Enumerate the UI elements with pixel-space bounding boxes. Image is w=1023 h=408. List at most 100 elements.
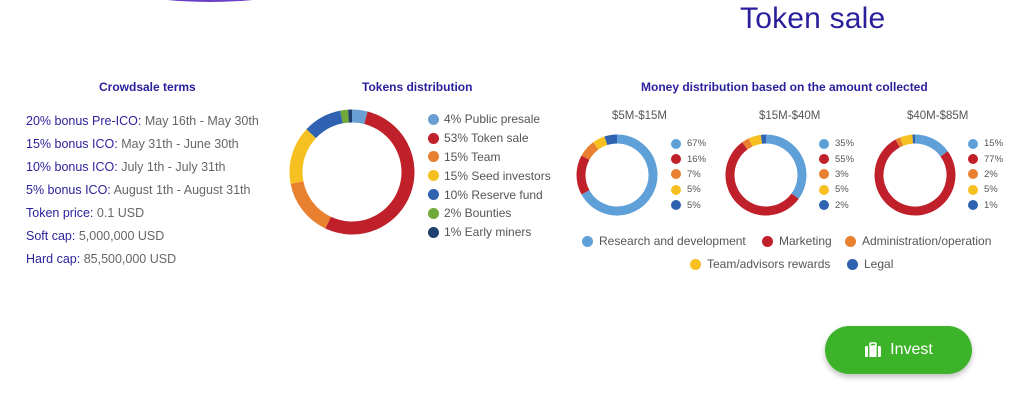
term-label: 10% bonus ICO: xyxy=(26,160,118,174)
legend-item: 5% xyxy=(671,198,706,213)
legend-swatch xyxy=(819,154,829,165)
legend-item: 5% xyxy=(968,182,1003,197)
donut-slice-legal xyxy=(604,134,618,146)
donut-slice-administration-operation xyxy=(895,137,904,148)
legend-label: 16% xyxy=(687,153,707,165)
legend-label: Research and development xyxy=(599,234,746,248)
donut-slice-administration-operation xyxy=(742,138,753,150)
legend-swatch xyxy=(847,258,858,270)
legend-label: 77% xyxy=(984,153,1004,165)
legend-label: 53% Token sale xyxy=(444,131,529,146)
legend-swatch xyxy=(819,200,829,211)
legend-item: 5% xyxy=(671,182,706,197)
legend-swatch xyxy=(968,138,978,149)
money-donut-chart-5m-15m xyxy=(576,134,658,216)
legend-swatch xyxy=(968,184,978,195)
legend-label: 4% Public presale xyxy=(444,112,541,127)
category-legend-item: Legal xyxy=(847,257,893,271)
legend-item: 15% Team xyxy=(428,148,551,167)
donut-slice-public-presale xyxy=(351,109,368,125)
donut-slice-research-and-development xyxy=(765,134,807,199)
legend-item: 67% xyxy=(671,136,706,151)
legend-item: 2% xyxy=(968,167,1003,182)
legend-swatch xyxy=(671,138,681,149)
legend-label: Marketing xyxy=(779,234,832,248)
crowdsale-heading: Crowdsale terms xyxy=(99,80,196,94)
donut-slice-team-advisors-rewards xyxy=(900,134,914,146)
money-donut-chart-40m-85m xyxy=(874,134,956,216)
term-label: Soft cap: xyxy=(26,229,76,243)
category-legend-item: Marketing xyxy=(762,234,832,248)
donut-slice-team xyxy=(290,180,332,229)
donut-slice-reserve-fund xyxy=(306,110,344,139)
donut-slice-marketing xyxy=(725,142,799,216)
legend-item: 15% Seed investors xyxy=(428,166,551,185)
legend-label: 15% Team xyxy=(444,149,501,164)
term-value: 0.1 USD xyxy=(96,206,145,220)
legend-swatch xyxy=(819,169,829,180)
term-label: Hard cap: xyxy=(26,252,81,266)
legend-swatch xyxy=(690,258,701,270)
term-row: Soft cap: 5,000,000 USD xyxy=(26,225,259,248)
invest-label: Invest xyxy=(890,341,933,358)
legend-label: 2% xyxy=(984,168,998,180)
term-row: 5% bonus ICO: August 1th - August 31th xyxy=(26,179,259,202)
legend-label: 5% xyxy=(687,199,701,211)
legend-item: 55% xyxy=(819,151,854,166)
header-arc-decoration xyxy=(80,0,340,2)
crowdsale-terms-list: 20% bonus Pre-ICO: May 16th - May 30th 1… xyxy=(26,110,259,271)
legend-swatch xyxy=(671,200,681,211)
term-row: Hard cap: 85,500,000 USD xyxy=(26,248,259,271)
term-value: May 16th - May 30th xyxy=(144,114,259,128)
legend-item: 4% Public presale xyxy=(428,110,551,129)
legend-item: 2% Bounties xyxy=(428,204,551,223)
briefcase-icon xyxy=(865,342,882,357)
term-row: 15% bonus ICO: May 31th - June 30th xyxy=(26,133,259,156)
legend-label: 67% xyxy=(687,138,707,150)
legend-item: 7% xyxy=(671,167,706,182)
legend-label: 5% xyxy=(984,184,998,196)
money-donut-chart-15m-40m xyxy=(725,134,807,216)
money-legend-5m-15m: 67% 16% 7% 5% 5% xyxy=(671,136,706,213)
legend-label: Legal xyxy=(864,257,894,271)
donut-slice-marketing xyxy=(576,155,590,195)
legend-label: 5% xyxy=(835,184,849,196)
legend-item: 3% xyxy=(819,167,854,182)
legend-item: 77% xyxy=(968,151,1003,166)
tokens-legend: 4% Public presale 53% Token sale 15% Tea… xyxy=(428,110,551,242)
range-label: $5M-$15M xyxy=(612,110,667,122)
legend-label: 7% xyxy=(687,168,701,180)
money-legend-40m-85m: 15% 77% 2% 5% 1% xyxy=(968,136,1003,213)
legend-swatch xyxy=(671,169,681,180)
donut-slice-marketing xyxy=(874,139,956,216)
legend-label: 10% Reserve fund xyxy=(444,187,543,202)
legend-item: 5% xyxy=(819,182,854,197)
term-label: 5% bonus ICO: xyxy=(26,183,111,197)
donut-slice-research-and-development xyxy=(914,134,948,157)
donut-slice-research-and-development xyxy=(581,134,658,216)
term-value: August 1th - August 31th xyxy=(113,183,251,197)
money-legend-15m-40m: 35% 55% 3% 5% 2% xyxy=(819,136,854,213)
legend-item: 1% xyxy=(968,198,1003,213)
tokens-heading: Tokens distribution xyxy=(362,80,473,94)
donut-slice-bounties xyxy=(340,109,349,124)
legend-swatch xyxy=(671,184,681,195)
legend-swatch xyxy=(428,113,439,125)
term-label: 20% bonus Pre-ICO: xyxy=(26,114,142,128)
legend-item: 2% xyxy=(819,198,854,213)
legend-swatch xyxy=(671,154,681,165)
legend-swatch xyxy=(819,138,829,149)
legend-label: 3% xyxy=(835,168,849,180)
legend-swatch xyxy=(428,151,439,163)
money-heading: Money distribution based on the amount c… xyxy=(641,80,928,94)
term-row: Token price: 0.1 USD xyxy=(26,202,259,225)
legend-label: 2% xyxy=(835,199,849,211)
legend-swatch xyxy=(428,207,439,219)
term-value: July 1th - July 31th xyxy=(121,160,226,174)
invest-button[interactable]: Invest xyxy=(825,326,972,374)
legend-swatch xyxy=(968,169,978,180)
legend-swatch xyxy=(968,154,978,165)
legend-item: 15% xyxy=(968,136,1003,151)
page-title: Token sale xyxy=(740,2,886,35)
legend-swatch xyxy=(968,200,978,211)
